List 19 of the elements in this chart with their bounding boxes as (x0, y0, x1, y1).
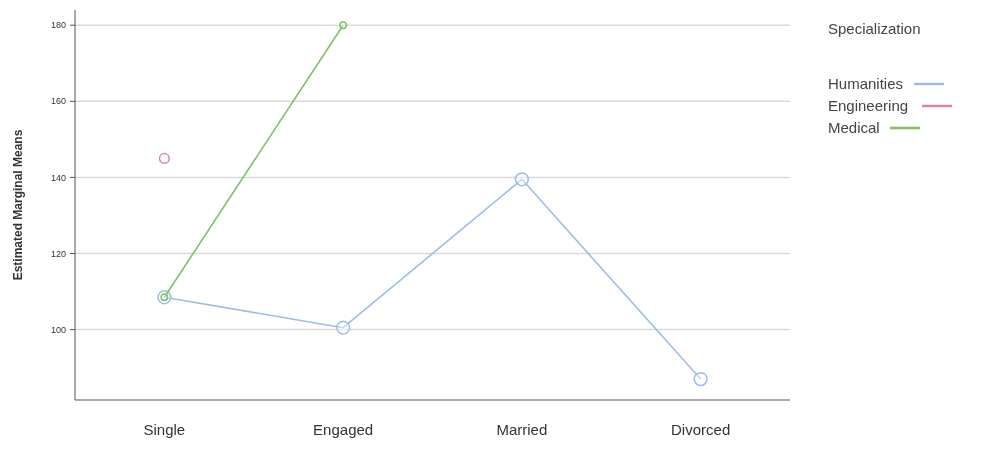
point (693, 371, 708, 387)
point (339, 21, 348, 30)
x-tick-label: Married (496, 421, 548, 438)
y-tick-label: 180 (50, 20, 66, 31)
y-tick-label: 160 (50, 96, 66, 107)
y-tick-label: 140 (50, 172, 66, 183)
legend-label: Medical (828, 119, 880, 136)
point (335, 320, 351, 335)
y-tick-label: 120 (50, 248, 66, 259)
x-tick-label: Engaged (313, 421, 374, 438)
point (514, 172, 530, 187)
y-axis-title: Estimated Marginal Means (11, 129, 25, 281)
legend-title: Specialization (828, 20, 921, 37)
legend-label: Humanities (828, 75, 904, 92)
x-tick-label: Single (143, 421, 186, 438)
point (158, 152, 170, 164)
legend-label: Engineering (828, 97, 909, 114)
y-tick-label: 100 (50, 324, 66, 335)
x-tick-label: Divorced (671, 421, 731, 438)
